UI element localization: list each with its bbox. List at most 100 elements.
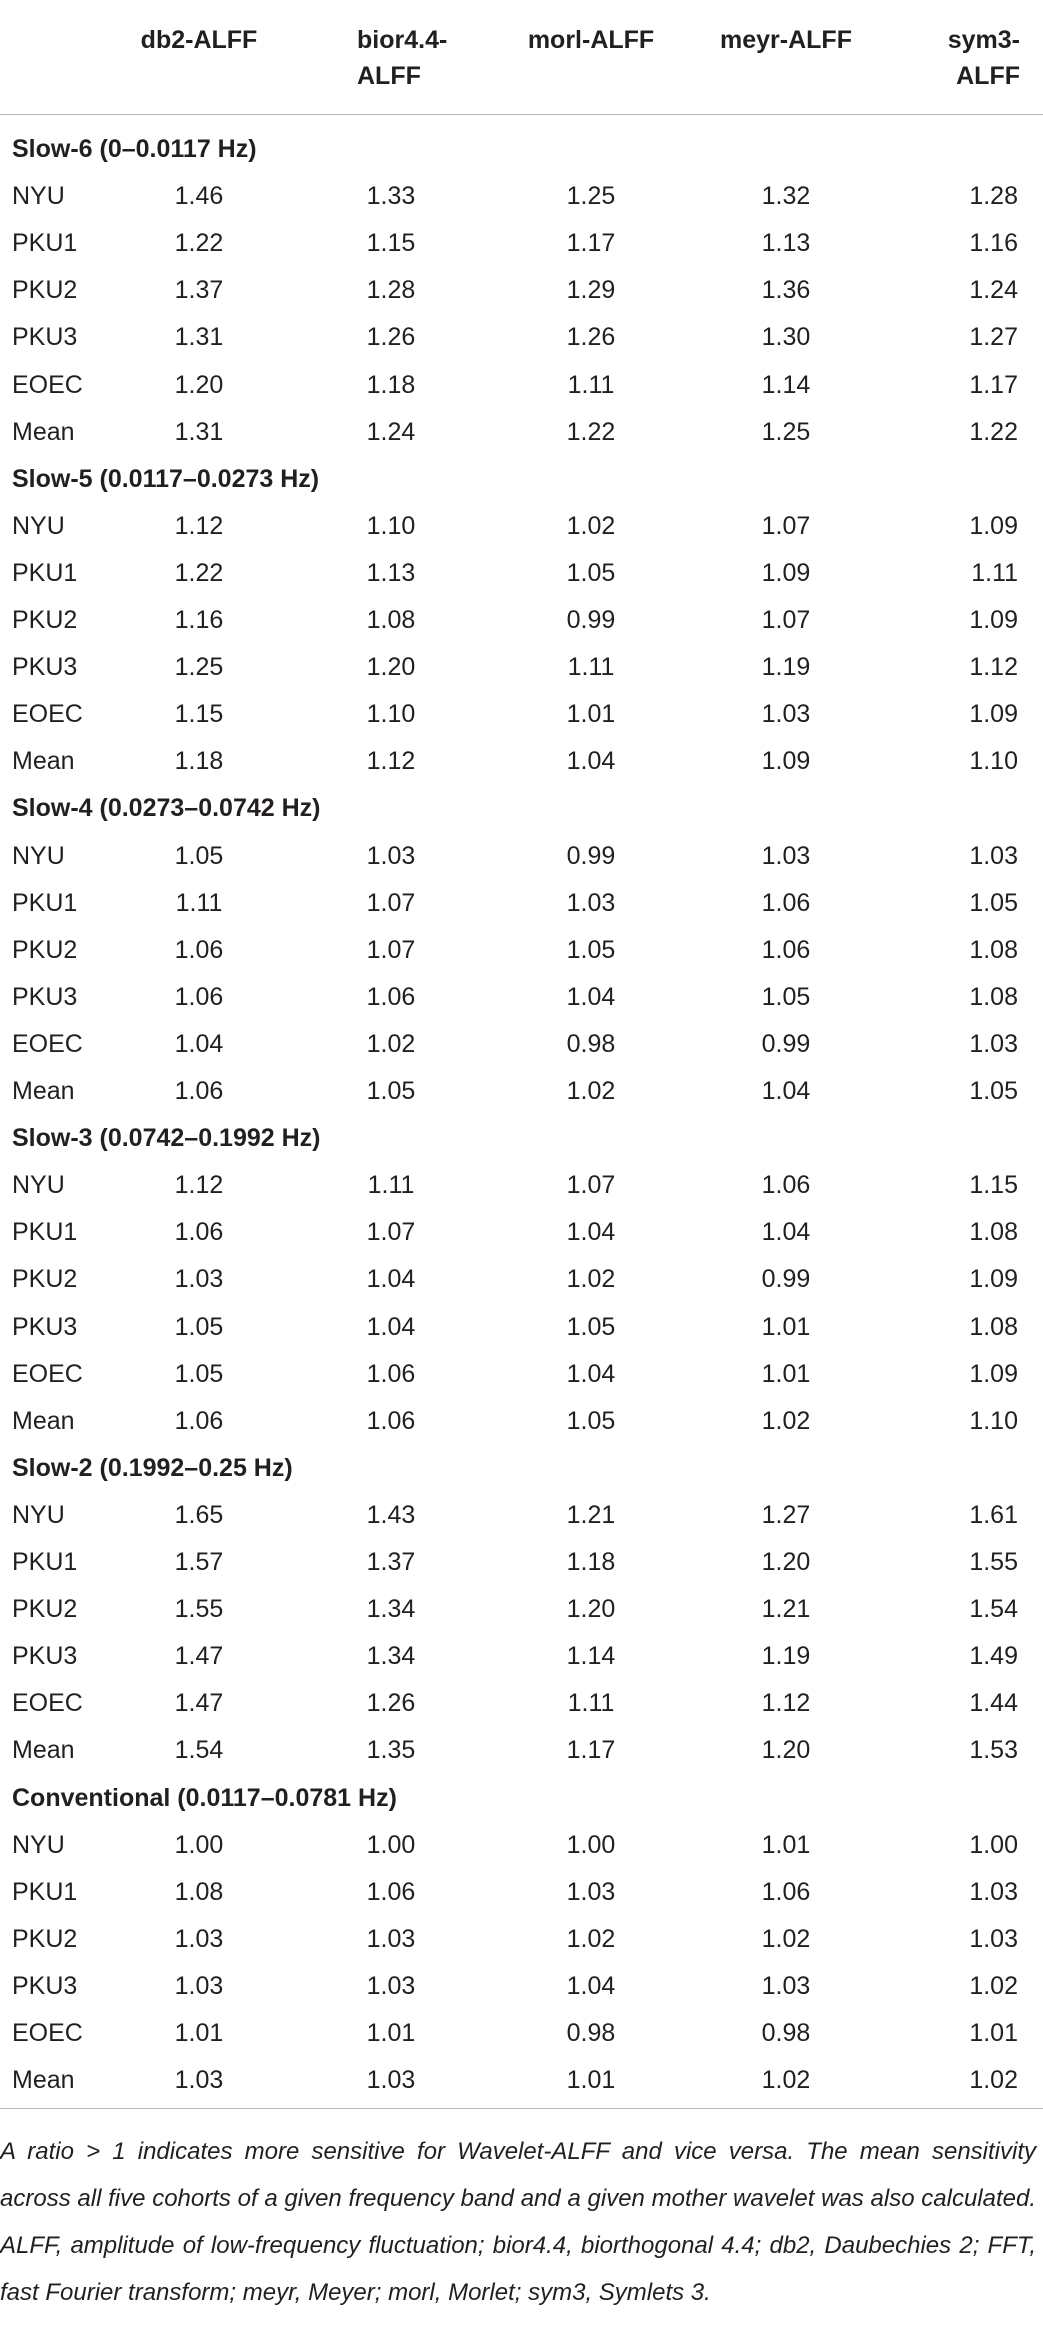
cell-value: 1.05 <box>566 935 616 964</box>
cell-value: 1.08 <box>174 1877 224 1906</box>
cell-value: 1.37 <box>174 276 224 305</box>
cell-value: 1.31 <box>174 323 224 352</box>
cell-value: 1.02 <box>366 1029 416 1058</box>
cell-value: 1.02 <box>566 511 616 540</box>
cell-value: 1.08 <box>969 1218 1018 1247</box>
cell-value: 1.06 <box>366 1877 416 1906</box>
row-label: PKU1 <box>12 558 78 587</box>
row-label: Mean <box>12 1736 75 1765</box>
cell-value: 1.01 <box>174 2019 224 2047</box>
cell-value: 1.17 <box>969 370 1018 399</box>
cell-value: 1.15 <box>174 700 224 729</box>
row-label: EOEC <box>12 700 83 729</box>
cell-value: 1.35 <box>366 1736 416 1765</box>
cell-value: 1.02 <box>761 1924 811 1953</box>
cell-value: 1.09 <box>969 606 1018 634</box>
cell-value: 1.03 <box>969 1924 1018 1953</box>
cell-value: 1.04 <box>761 1077 811 1105</box>
cell-value: 1.04 <box>566 982 616 1011</box>
row-label: Mean <box>12 1077 75 1105</box>
cell-value: 0.99 <box>566 841 616 870</box>
cell-value: 1.11 <box>567 370 615 399</box>
row-label: PKU1 <box>12 1877 78 1906</box>
cell-value: 1.15 <box>366 229 416 258</box>
cell-value: 1.03 <box>969 1877 1018 1906</box>
row-label: NYU <box>12 511 65 540</box>
row-label: PKU3 <box>12 1312 78 1341</box>
cell-value: 1.01 <box>566 2066 616 2095</box>
row-label: NYU <box>12 1171 65 1200</box>
row-label: PKU1 <box>12 888 78 917</box>
cell-value: 1.12 <box>969 653 1018 682</box>
cell-value: 1.05 <box>174 1359 224 1388</box>
row-label: EOEC <box>12 2019 83 2047</box>
cell-value: 1.08 <box>366 606 416 634</box>
cell-value: 1.55 <box>969 1548 1018 1576</box>
cell-value: 1.03 <box>969 1029 1018 1058</box>
cell-value: 1.32 <box>761 182 811 211</box>
cell-value: 1.24 <box>969 276 1018 305</box>
cell-value: 1.03 <box>566 1877 616 1906</box>
row-label: PKU2 <box>12 935 78 964</box>
cell-value: 1.19 <box>761 1642 811 1671</box>
cell-value: 1.02 <box>969 2066 1018 2095</box>
row-label: NYU <box>12 182 65 211</box>
cell-value: 1.20 <box>566 1595 616 1624</box>
cell-value: 1.49 <box>969 1642 1018 1671</box>
cell-value: 1.11 <box>971 558 1018 587</box>
cell-value: 1.03 <box>761 841 811 870</box>
cell-value: 1.00 <box>174 1830 224 1859</box>
cell-value: 1.25 <box>566 182 616 211</box>
cell-value: 1.06 <box>761 1877 811 1906</box>
cell-value: 1.25 <box>174 653 224 682</box>
cell-value: 1.20 <box>761 1736 811 1765</box>
cell-value: 1.24 <box>366 417 416 446</box>
cell-value: 1.18 <box>566 1548 616 1576</box>
cell-value: 1.09 <box>969 1359 1018 1388</box>
cell-value: 1.06 <box>366 982 416 1011</box>
cell-value: 1.05 <box>174 841 224 870</box>
cell-value: 1.06 <box>366 1406 416 1435</box>
cell-value: 1.21 <box>566 1500 616 1529</box>
cell-value: 1.17 <box>566 229 616 258</box>
cell-value: 1.07 <box>761 606 811 634</box>
cell-value: 1.05 <box>969 888 1018 917</box>
cell-value: 1.28 <box>366 276 416 305</box>
cell-value: 1.26 <box>366 1689 416 1718</box>
cell-value: 1.22 <box>174 558 224 587</box>
cell-value: 1.02 <box>761 1406 811 1435</box>
cell-value: 1.47 <box>174 1689 224 1718</box>
cell-value: 1.18 <box>174 747 224 776</box>
cell-value: 1.37 <box>366 1548 416 1576</box>
cell-value: 1.06 <box>174 935 224 964</box>
row-label: EOEC <box>12 1359 83 1388</box>
cell-value: 1.16 <box>969 229 1018 258</box>
cell-value: 1.07 <box>366 888 416 917</box>
cell-value: 1.10 <box>366 511 416 540</box>
cell-value: 1.00 <box>566 1830 616 1859</box>
cell-value: 1.17 <box>566 1736 616 1765</box>
row-label: PKU3 <box>12 1971 78 2000</box>
cell-value: 0.99 <box>761 1029 811 1058</box>
cell-value: 1.04 <box>366 1265 416 1294</box>
cell-value: 1.12 <box>174 511 224 540</box>
cell-value: 1.27 <box>761 1500 811 1529</box>
cell-value: 1.08 <box>969 1312 1018 1341</box>
cell-value: 1.09 <box>969 511 1018 540</box>
cell-value: 1.11 <box>567 653 615 682</box>
cell-value: 1.57 <box>174 1548 224 1576</box>
row-label: Mean <box>12 747 75 776</box>
cell-value: 1.46 <box>174 182 224 211</box>
row-label: PKU1 <box>12 1548 78 1576</box>
column-header: bior4.4-ALFF <box>357 26 448 90</box>
cell-value: 1.27 <box>969 323 1018 352</box>
cell-value: 1.01 <box>969 2019 1018 2047</box>
cell-value: 1.05 <box>174 1312 224 1341</box>
row-label: Mean <box>12 1406 75 1435</box>
cell-value: 1.02 <box>969 1971 1018 2000</box>
row-label: NYU <box>12 841 65 870</box>
cell-value: 1.03 <box>566 888 616 917</box>
cell-value: 1.03 <box>366 841 416 870</box>
cell-value: 1.34 <box>366 1642 416 1671</box>
cell-value: 1.20 <box>366 653 416 682</box>
